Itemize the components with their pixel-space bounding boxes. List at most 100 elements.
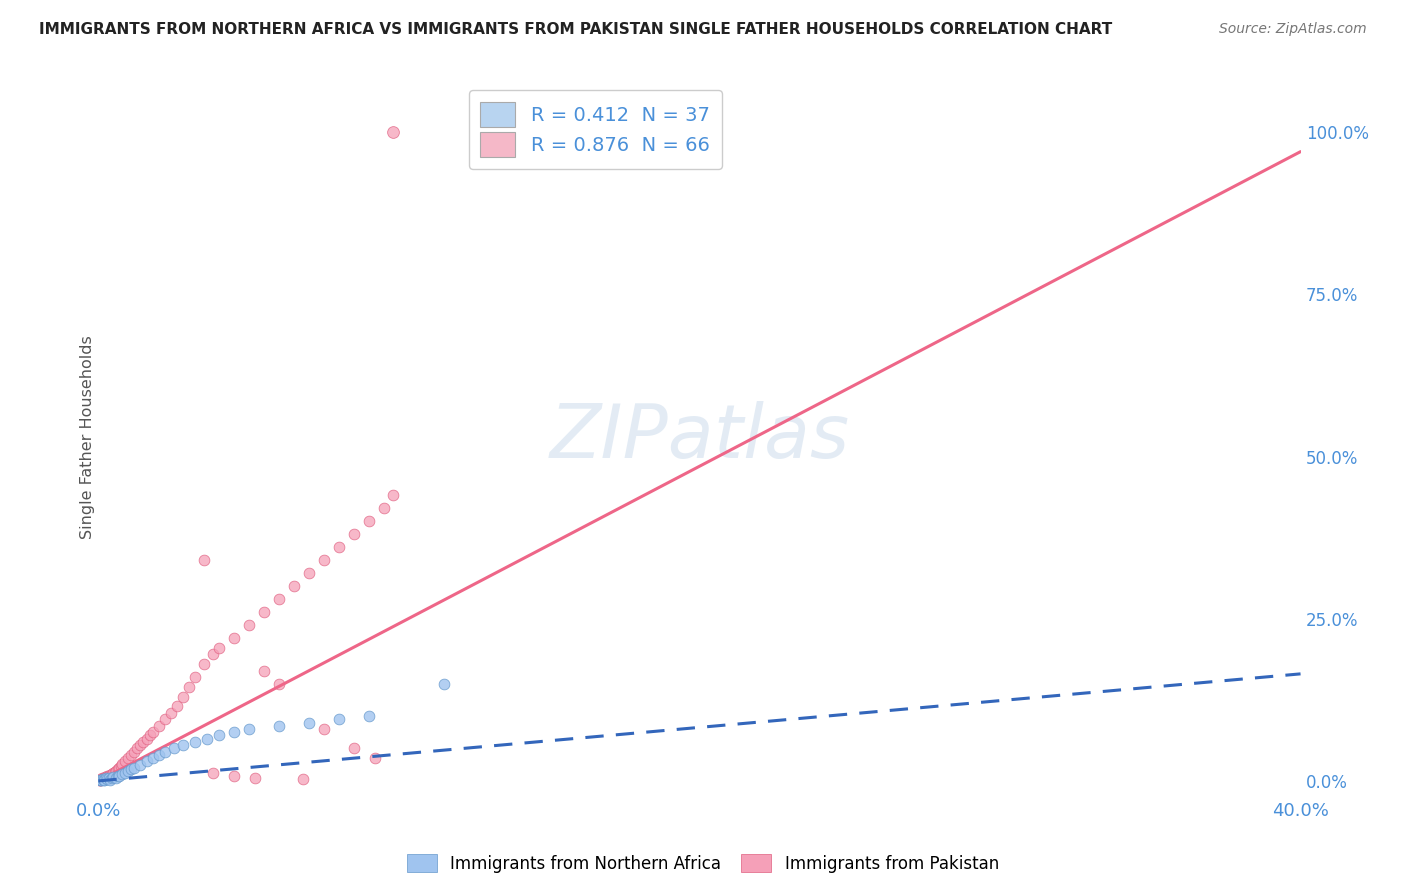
Point [97, 769, 120, 783]
Point [148, 747, 170, 762]
Text: Source: ZipAtlas.com: Source: ZipAtlas.com [1219, 22, 1367, 37]
Y-axis label: Single Father Households: Single Father Households [80, 335, 94, 539]
Point [328, 541, 350, 555]
Point [267, 676, 290, 690]
Point [89, 773, 111, 788]
Point [201, 766, 224, 780]
Point [111, 757, 134, 772]
Point [222, 631, 245, 645]
Point [114, 766, 136, 780]
Point [96, 769, 118, 783]
Point [343, 741, 366, 756]
Point [138, 729, 160, 743]
Point [103, 770, 125, 784]
Point [433, 676, 456, 690]
Point [253, 664, 276, 678]
Point [105, 764, 128, 778]
Point [105, 771, 128, 785]
Point [141, 725, 163, 739]
Point [93, 771, 115, 785]
Point [124, 761, 146, 775]
Point [253, 605, 276, 619]
Point [129, 757, 152, 772]
Point [127, 741, 149, 756]
Point [96, 772, 118, 786]
Point [243, 771, 266, 785]
Point [101, 767, 124, 781]
Point [90, 772, 112, 786]
Point [108, 761, 131, 775]
Point [100, 772, 122, 787]
Point [93, 772, 115, 787]
Point [298, 566, 321, 581]
Point [94, 770, 117, 784]
Point [183, 735, 205, 749]
Point [298, 715, 321, 730]
Point [96, 770, 118, 784]
Point [91, 772, 114, 786]
Point [201, 648, 224, 662]
Point [162, 741, 184, 756]
Point [104, 764, 127, 779]
Point [381, 488, 404, 502]
Point [193, 657, 215, 672]
Text: IMMIGRANTS FROM NORTHERN AFRICA VS IMMIGRANTS FROM PAKISTAN SINGLE FATHER HOUSEH: IMMIGRANTS FROM NORTHERN AFRICA VS IMMIG… [39, 22, 1112, 37]
Point [135, 731, 157, 746]
Point [94, 772, 117, 786]
Point [124, 745, 146, 759]
Point [111, 767, 134, 781]
Point [107, 769, 129, 783]
Point [94, 771, 117, 785]
Point [208, 729, 231, 743]
Point [129, 738, 152, 752]
Point [153, 712, 176, 726]
Point [107, 762, 129, 776]
Point [93, 772, 115, 786]
Point [100, 768, 122, 782]
Point [283, 579, 305, 593]
Point [101, 772, 124, 786]
Point [177, 680, 200, 694]
Legend: Immigrants from Northern Africa, Immigrants from Pakistan: Immigrants from Northern Africa, Immigra… [401, 847, 1005, 880]
Point [267, 592, 290, 607]
Point [357, 515, 380, 529]
Point [91, 772, 114, 786]
Point [343, 527, 366, 541]
Point [93, 773, 115, 788]
Point [328, 712, 350, 726]
Point [90, 772, 112, 787]
Point [148, 719, 170, 733]
Point [357, 709, 380, 723]
Point [90, 773, 112, 788]
Point [108, 769, 131, 783]
Point [117, 751, 139, 765]
Legend: R = 0.412  N = 37, R = 0.876  N = 66: R = 0.412 N = 37, R = 0.876 N = 66 [468, 90, 721, 169]
Point [222, 769, 245, 783]
Point [117, 764, 139, 779]
Point [267, 719, 290, 733]
Point [312, 722, 335, 736]
Point [373, 501, 395, 516]
Point [193, 553, 215, 567]
Point [208, 640, 231, 655]
Point [222, 725, 245, 739]
Point [114, 755, 136, 769]
Point [238, 618, 260, 632]
Point [312, 553, 335, 567]
Point [91, 772, 114, 786]
Point [98, 769, 121, 783]
Point [238, 722, 260, 736]
Point [121, 747, 143, 762]
Point [172, 690, 194, 704]
Point [103, 766, 125, 780]
Point [159, 706, 181, 720]
Point [110, 759, 132, 773]
Point [97, 771, 120, 785]
Point [121, 762, 143, 776]
Point [195, 731, 218, 746]
Point [183, 670, 205, 684]
Point [381, 125, 404, 139]
Point [141, 751, 163, 765]
Point [166, 699, 188, 714]
Point [364, 751, 387, 765]
